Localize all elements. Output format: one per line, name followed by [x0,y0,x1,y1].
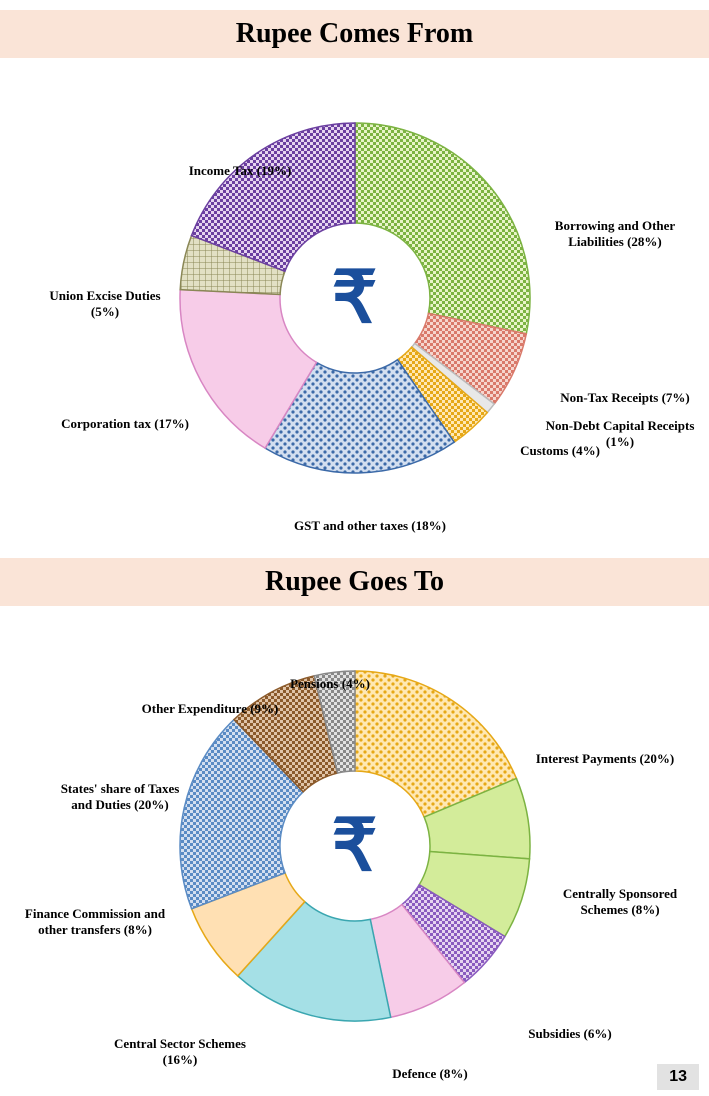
segment-label: Customs (4%) [500,443,620,459]
segment-label: Other Expenditure (9%) [140,701,280,717]
segment-label: Subsidies (6%) [510,1026,630,1042]
segment-label: Pensions (4%) [270,676,390,692]
title-bar-2: Rupee Goes To [0,558,709,606]
segment-label: Central Sector Schemes (16%) [100,1036,260,1069]
rupee-icon: ₹ [332,262,378,334]
rupee-icon: ₹ [332,810,378,882]
page-number: 13 [657,1064,699,1090]
segment-label: Union Excise Duties (5%) [40,288,170,321]
chart2-donut: ₹ [175,666,535,1026]
segment-label: Interest Payments (20%) [520,751,690,767]
segment-label: Non-Tax Receipts (7%) [550,390,700,406]
segment-label: Borrowing and Other Liabilities (28%) [540,218,690,251]
segment-label: Centrally Sponsored Schemes (8%) [560,886,680,919]
donut-segment [355,123,530,334]
segment-label: Finance Commission and other transfers (… [20,906,170,939]
segment-label: Defence (8%) [370,1066,490,1082]
chart2-title: Rupee Goes To [0,566,709,598]
segment-label: Corporation tax (17%) [60,416,190,432]
chart2-section: ₹ 13 Interest Payments (20%) Centrally Sp… [0,626,709,1096]
chart1-title: Rupee Comes From [0,18,709,50]
segment-label: States' share of Taxes and Duties (20%) [50,781,190,814]
segment-label: GST and other taxes (18%) [280,518,460,534]
segment-label: Income Tax (19%) [180,163,300,179]
title-bar-1: Rupee Comes From [0,10,709,58]
chart1-section: ₹ Borrowing and Other Liabilities (28%) N… [0,78,709,548]
